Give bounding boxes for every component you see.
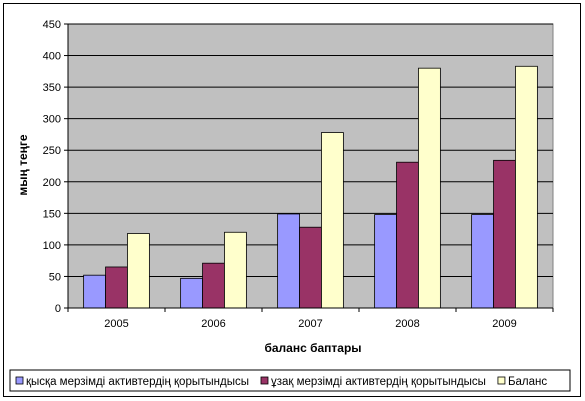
x-tick-label: 2007 xyxy=(298,318,322,330)
bar xyxy=(180,277,203,309)
y-tick-label: 250 xyxy=(43,145,61,157)
y-tick-label: 150 xyxy=(43,208,61,220)
bar xyxy=(493,159,516,309)
bar xyxy=(202,262,225,309)
x-axis-title: баланс баптары xyxy=(264,341,361,355)
x-tick-labels: 2005 2006 2007 2008 2009 xyxy=(104,318,516,330)
x-tick-label: 2006 xyxy=(201,318,225,330)
bar xyxy=(277,213,300,309)
y-tick-label: 100 xyxy=(43,240,61,252)
bar xyxy=(127,233,150,309)
y-tick-labels: 0 50 100 150 200 250 300 350 400 450 xyxy=(43,19,61,315)
y-tick-label: 450 xyxy=(43,19,61,31)
legend-box xyxy=(9,369,571,392)
bar xyxy=(105,266,128,309)
legend-swatch xyxy=(260,376,269,385)
bar xyxy=(396,161,419,309)
bar xyxy=(83,274,106,309)
bar xyxy=(471,214,494,309)
bar xyxy=(374,214,397,309)
legend-label: ұзақ мерзімді активтердің қорытындысы xyxy=(271,376,486,388)
x-tick-label: 2005 xyxy=(104,318,128,330)
bars xyxy=(83,65,538,309)
legend-swatch xyxy=(497,376,506,385)
y-tick-label: 50 xyxy=(49,271,61,283)
y-axis-title: мың теңге xyxy=(16,134,30,196)
bar xyxy=(224,231,247,309)
y-tick-label: 350 xyxy=(43,82,61,94)
x-tick-label: 2009 xyxy=(492,318,516,330)
bar xyxy=(299,226,322,309)
legend: қысқа мерзімді активтердің қорытындысы ұз… xyxy=(9,369,571,392)
y-tick-label: 200 xyxy=(43,177,61,189)
bar xyxy=(418,67,441,309)
y-tick-label: 0 xyxy=(55,303,61,315)
legend-label: Баланс xyxy=(508,376,547,388)
legend-swatch xyxy=(15,376,24,385)
bar xyxy=(515,65,538,309)
axes xyxy=(64,23,554,312)
legend-label: қысқа мерзімді активтердің қорытындысы xyxy=(26,376,249,388)
x-tick-label: 2008 xyxy=(395,318,419,330)
y-tick-label: 400 xyxy=(43,51,61,63)
bar xyxy=(321,132,344,309)
y-tick-label: 300 xyxy=(43,114,61,126)
